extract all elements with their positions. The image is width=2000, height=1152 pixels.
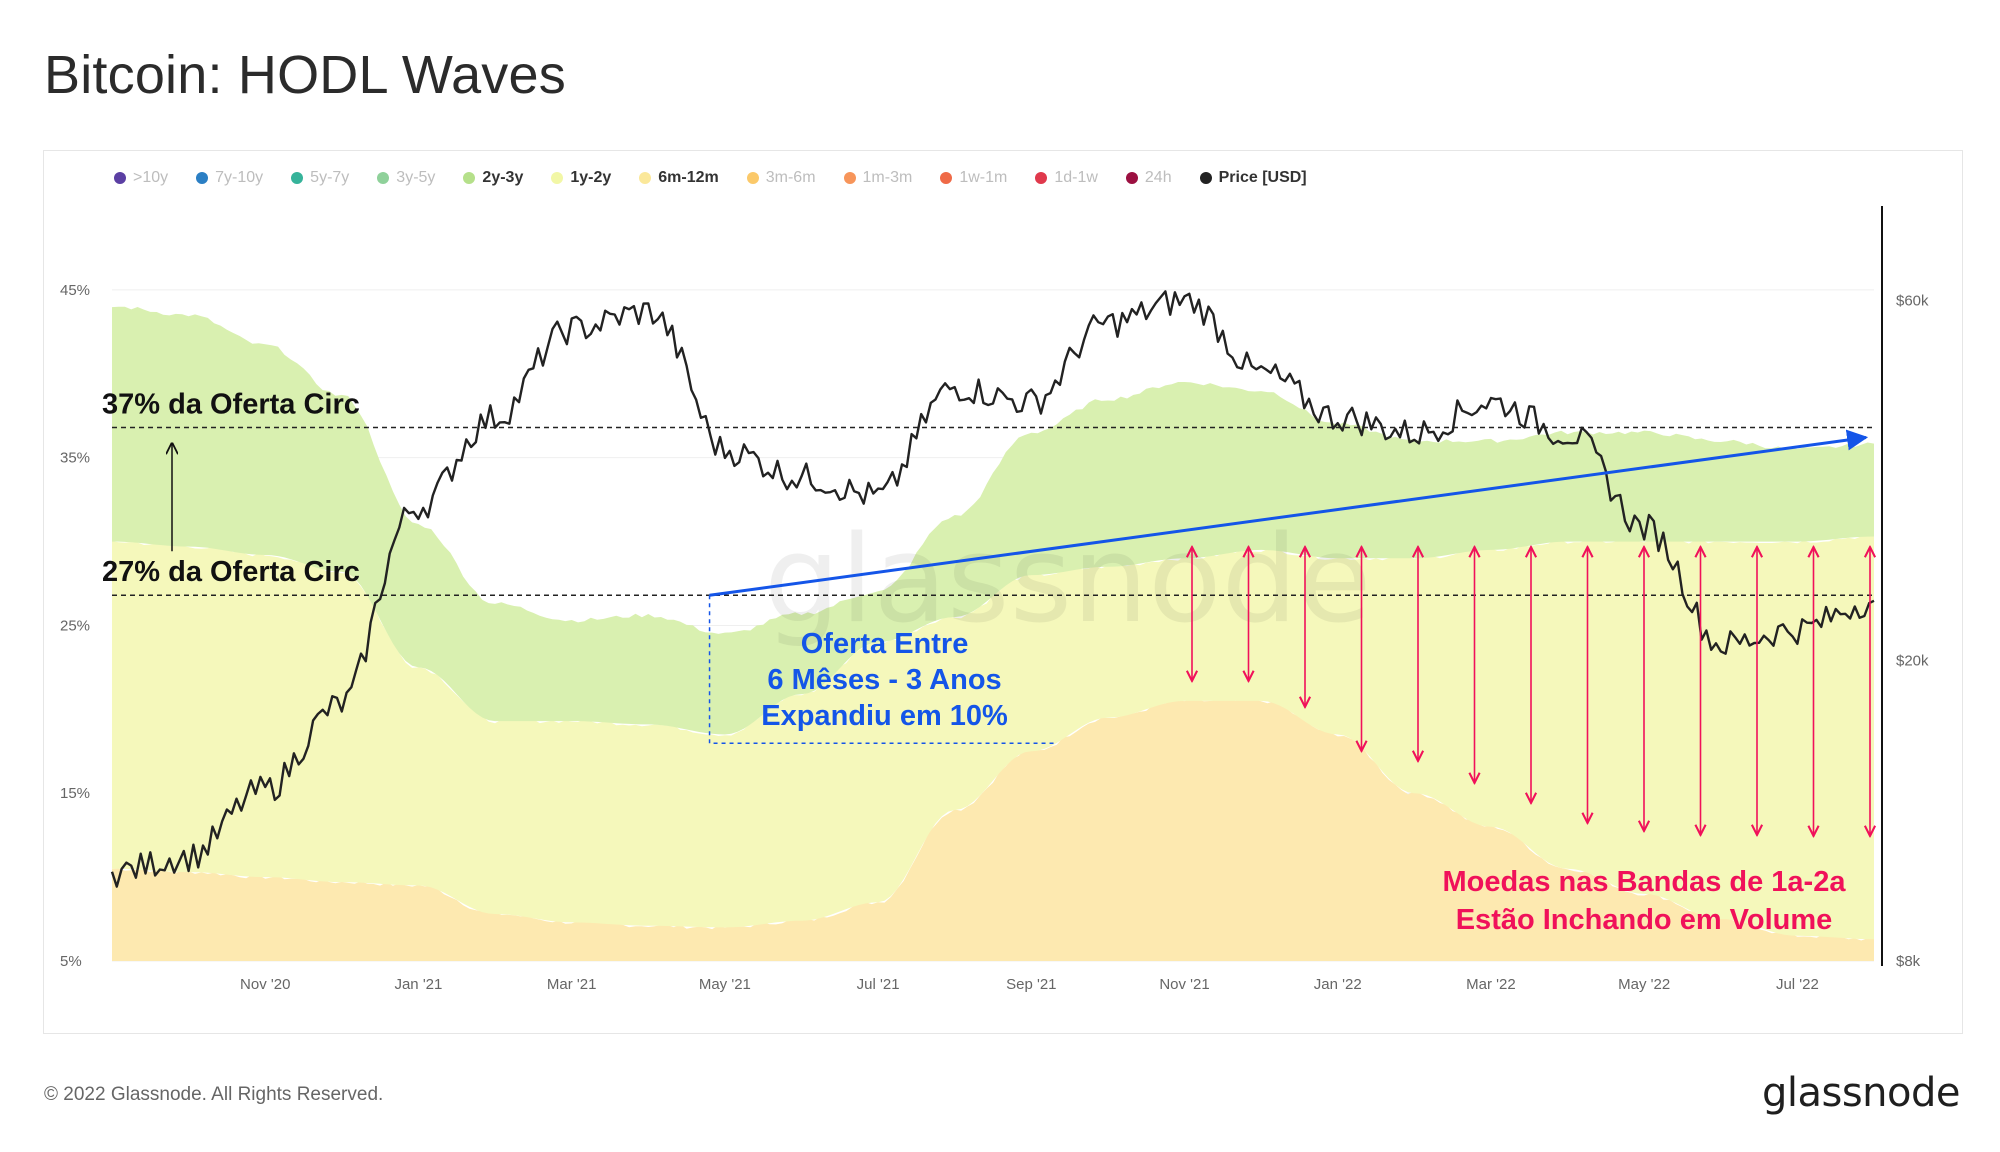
legend-dot-icon <box>196 172 209 184</box>
legend-item[interactable]: 1m-3m <box>843 169 913 187</box>
y-tick-label: 45% <box>60 282 90 299</box>
legend-label: 24h <box>1144 169 1172 186</box>
legend-dot-icon <box>639 172 652 184</box>
y-tick-label: 15% <box>60 785 90 802</box>
blue-dashed-bracket <box>708 595 1058 744</box>
legend-dot-icon <box>291 172 304 184</box>
legend-dot-icon <box>551 172 564 184</box>
legend-dot-icon <box>1035 172 1048 184</box>
legend-item[interactable]: 1y-2y <box>551 169 611 187</box>
legend-dot-icon <box>843 172 856 184</box>
chart-legend: >10y 7y-10y 5y-7y 3y-5y 2y-3y 1y-2y 6m-12m 3m-6… <box>114 169 1335 187</box>
x-tick-label: Sep '21 <box>1006 976 1056 993</box>
legend-label: 3y-5y <box>396 169 436 186</box>
legend-item[interactable]: 3y-5y <box>377 169 435 187</box>
legend-label: 1m-3m <box>862 169 913 186</box>
x-tick-label: Mar '21 <box>547 976 597 993</box>
legend-label: 1y-2y <box>570 169 612 186</box>
x-tick-label: May '21 <box>699 976 751 993</box>
legend-item[interactable]: 5y-7y <box>291 169 349 187</box>
area-band-2y-3y <box>112 306 1874 735</box>
annotations: 37% da Oferta Circ 27% da Oferta Circ Ofer… <box>102 388 1874 936</box>
legend-item[interactable]: 3m-6m <box>746 169 816 187</box>
red-annotation-line: Moedas nas Bandas de 1a-2a <box>1443 866 1847 898</box>
blue-annotation-line: Oferta Entre <box>801 628 969 660</box>
legend-label: 6m-12m <box>658 169 719 186</box>
legend-dot-icon <box>1125 172 1138 184</box>
chart-panel: >10y 7y-10y 5y-7y 3y-5y 2y-3y 1y-2y 6m-12m 3m-6… <box>43 150 1963 1034</box>
y-tick-label: 25% <box>60 617 90 634</box>
legend-item[interactable]: 2y-3y <box>463 169 523 187</box>
legend-label: Price [USD] <box>1218 169 1307 186</box>
legend-label: 2y-3y <box>482 169 524 186</box>
glassnode-logo: glassnode <box>1761 1070 1961 1116</box>
y-right-tick-label: $8k <box>1896 953 1921 970</box>
legend-dot-icon <box>377 172 390 184</box>
legend-item[interactable]: 1d-1w <box>1035 169 1098 187</box>
x-tick-label: Jan '21 <box>394 976 442 993</box>
legend-item[interactable]: 24h <box>1125 169 1172 187</box>
y-tick-label: 35% <box>60 450 90 467</box>
red-annotation-line: Estão Inchando em Volume <box>1456 904 1833 936</box>
area-band-6m-12m <box>112 698 1874 961</box>
annotation-37-label: 37% da Oferta Circ <box>102 388 360 420</box>
blue-annotation-line: 6 Mêses - 3 Anos <box>767 664 1001 696</box>
legend-dot-icon <box>1199 172 1212 184</box>
x-tick-label: Mar '22 <box>1466 976 1516 993</box>
left-axis-ticks: 5% 15% 25% 35% 45% <box>60 282 90 970</box>
area-bands <box>112 306 1874 961</box>
legend-dot-icon <box>114 172 126 184</box>
copyright-text: © 2022 Glassnode. All Rights Reserved. <box>44 1084 384 1105</box>
y-right-tick-label: $60k <box>1896 292 1929 309</box>
blue-annotation-line: Expandiu em 10% <box>761 700 1008 732</box>
x-axis-ticks: Nov '20 Jan '21 Mar '21 May '21 Jul '21 Sep '… <box>240 976 1819 993</box>
x-tick-label: May '22 <box>1618 976 1670 993</box>
legend-label: 3m-6m <box>765 169 816 186</box>
price-series <box>110 206 1883 966</box>
x-tick-label: Jul '22 <box>1776 976 1819 993</box>
legend-label: 1d-1w <box>1054 169 1098 186</box>
right-axis-ticks: $8k $20k $60k <box>1896 292 1929 970</box>
x-tick-label: Jan '22 <box>1314 976 1362 993</box>
legend-dot-icon <box>746 172 759 184</box>
legend-dot-icon <box>940 172 953 184</box>
x-tick-label: Nov '21 <box>1159 976 1209 993</box>
legend-label: 7y-10y <box>215 169 264 186</box>
legend-item[interactable]: 6m-12m <box>639 169 719 187</box>
price-line <box>110 290 1875 888</box>
legend-item[interactable]: 7y-10y <box>196 169 263 187</box>
y-tick-label: 5% <box>60 953 82 970</box>
annotation-27-label: 27% da Oferta Circ <box>102 556 360 588</box>
legend-dot-icon <box>463 172 476 184</box>
x-tick-label: Jul '21 <box>857 976 900 993</box>
legend-label: >10y <box>133 169 169 186</box>
x-tick-label: Nov '20 <box>240 976 290 993</box>
area-band-1y-2y <box>112 534 1874 940</box>
legend-item[interactable]: 1w-1m <box>940 169 1007 187</box>
chart-svg: glassnode 5% 15% 25% 35% 45% $8k $20k $60k Nov… <box>60 206 1929 993</box>
legend-label: 1w-1m <box>959 169 1008 186</box>
legend-item[interactable]: >10y <box>114 169 168 187</box>
blue-trend-arrow <box>709 429 1869 597</box>
page-title: Bitcoin: HODL Waves <box>44 45 566 105</box>
watermark-text: glassnode <box>764 511 1372 650</box>
legend-item[interactable]: Price [USD] <box>1199 169 1307 187</box>
legend-label: 5y-7y <box>310 169 350 186</box>
y-right-tick-label: $20k <box>1896 653 1929 670</box>
